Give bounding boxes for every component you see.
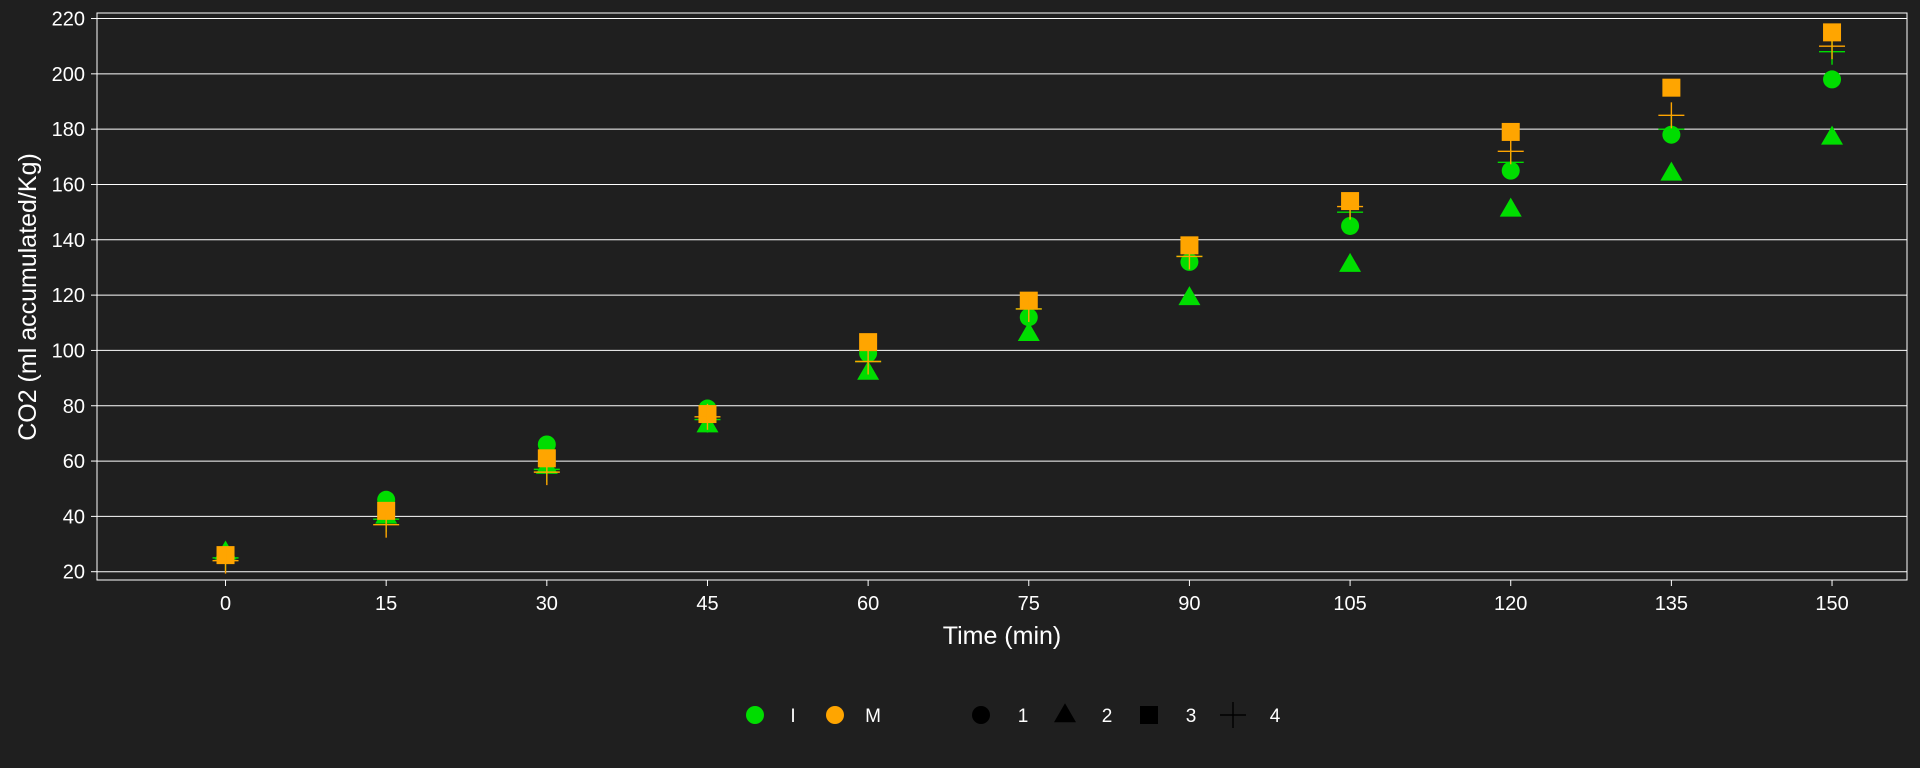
legend-label: 3 (1186, 706, 1197, 727)
y-tick-label: 100 (52, 340, 85, 362)
legend-key-shape-square (1140, 706, 1158, 724)
data-point-M-plus (1658, 102, 1685, 129)
legend-label: M (865, 706, 881, 727)
data-point-I-triangle (1499, 197, 1522, 217)
x-tick-label: 30 (536, 593, 558, 615)
data-point-M-square (1823, 23, 1842, 42)
data-point-I-triangle (1017, 322, 1040, 342)
data-point-M-plus (855, 348, 882, 375)
y-axis-title: CO2 (ml accumulated/Kg) (14, 153, 42, 441)
legend-key-M (826, 706, 844, 724)
x-tick-label: 105 (1333, 593, 1366, 615)
data-point-I-triangle (1339, 252, 1362, 272)
x-tick-label: 150 (1815, 593, 1848, 615)
legend-key-shape-triangle (1054, 703, 1076, 723)
data-point-M-plus (533, 459, 560, 486)
y-tick-label: 20 (63, 562, 85, 584)
legend-label: I (790, 706, 795, 727)
legend-key-I (746, 706, 764, 724)
y-tick-label: 140 (52, 230, 85, 252)
y-tick-label: 180 (52, 119, 85, 141)
legend-label: 1 (1018, 706, 1029, 727)
legend-label: 4 (1270, 706, 1281, 727)
data-point-M-plus (373, 511, 400, 538)
axes: 20 40 60 80 100 120 140 160 180 200 220 0 15 30 45 60 75… (52, 9, 1849, 615)
data-point-M-plus (1176, 243, 1203, 270)
y-tick-label: 160 (52, 174, 85, 196)
y-tick-label: 220 (52, 9, 85, 31)
data-point-M-plus (1337, 193, 1364, 220)
data-point-M-square (859, 333, 878, 352)
data-point-M-square (1501, 122, 1520, 141)
y-tick-label: 60 (63, 451, 85, 473)
legend-key-shape-circle (972, 706, 990, 724)
y-tick-label: 120 (52, 285, 85, 307)
data-point-I-triangle (1178, 286, 1201, 306)
x-axis-title: Time (min) (943, 622, 1062, 650)
data-point-M-square (537, 449, 556, 468)
data-point-M-plus (212, 547, 239, 574)
x-tick-label: 75 (1018, 593, 1040, 615)
data-points (212, 23, 1846, 574)
y-tick-label: 200 (52, 64, 85, 86)
legend: I M 1 2 3 4 (746, 702, 1281, 728)
data-point-M-square (1662, 78, 1681, 97)
x-tick-label: 90 (1178, 593, 1200, 615)
x-tick-label: 45 (696, 593, 718, 615)
data-point-I-circle (537, 435, 556, 454)
y-tick-label: 40 (63, 506, 85, 528)
data-point-M-plus (1497, 138, 1524, 165)
data-point-I-circle (1823, 70, 1842, 89)
y-tick-label: 80 (63, 396, 85, 418)
data-point-I-triangle (1660, 161, 1683, 181)
x-tick-label: 0 (220, 593, 231, 615)
data-point-M-plus (694, 403, 721, 430)
data-point-M-plus (1015, 295, 1042, 322)
x-tick-label: 135 (1655, 593, 1688, 615)
data-point-I-circle (1341, 216, 1360, 235)
x-tick-label: 120 (1494, 593, 1527, 615)
legend-label: 2 (1102, 706, 1113, 727)
data-point-I-triangle (1821, 125, 1844, 145)
data-point-M-square (377, 501, 396, 520)
data-point-M-plus (1819, 33, 1846, 60)
grid-lines (97, 18, 1907, 573)
plot-panel (96, 12, 1908, 581)
x-tick-label: 60 (857, 593, 879, 615)
legend-key-shape-plus (1220, 702, 1246, 728)
x-tick-label: 15 (375, 593, 397, 615)
